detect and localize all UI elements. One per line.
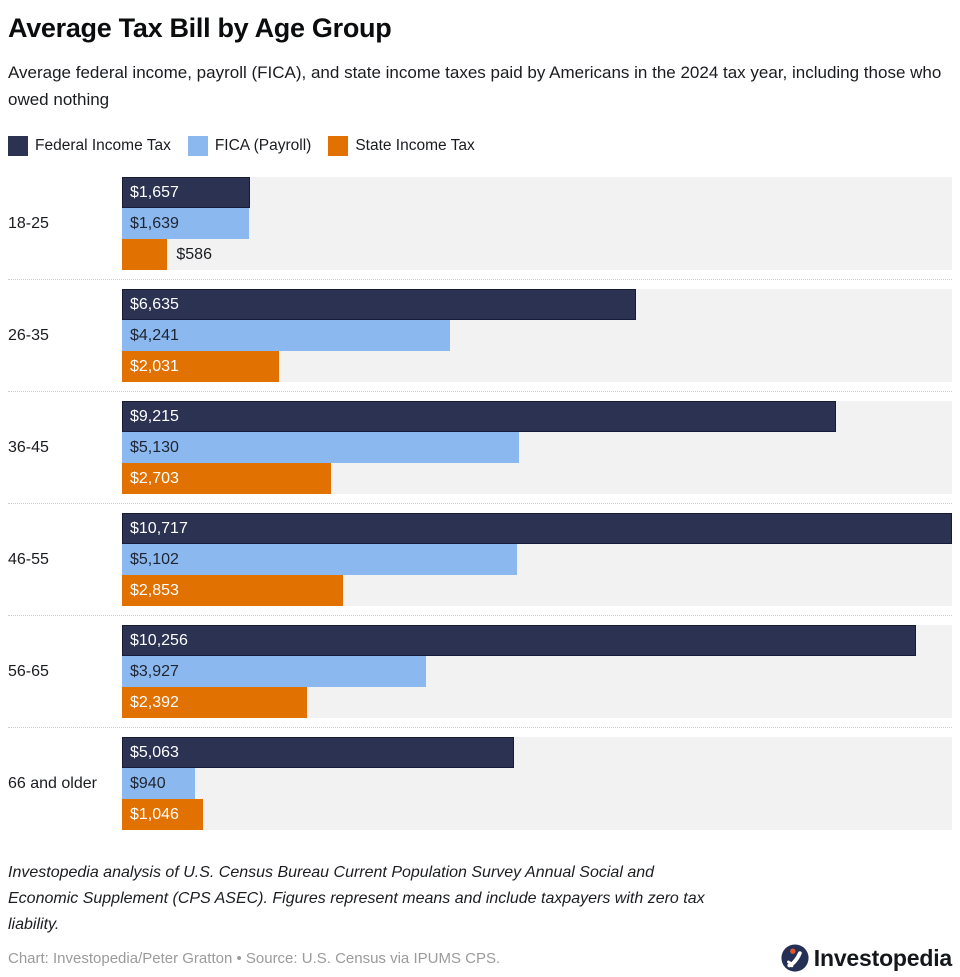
investopedia-logo-text: Investopedia xyxy=(813,944,952,971)
bar-fica-payroll[interactable]: $940 xyxy=(122,768,195,799)
bar-group: $10,717 $5,102 $2,853 xyxy=(122,513,952,606)
bar-fica-payroll[interactable]: $5,130 xyxy=(122,432,520,463)
age-group-label: 46-55 xyxy=(8,550,49,568)
bar-value-label: $2,392 xyxy=(130,693,179,711)
bar-federal-income-tax[interactable]: $10,717 xyxy=(122,513,952,544)
legend-item-federal: Federal Income Tax xyxy=(8,136,171,156)
bar-track: $4,241 xyxy=(122,320,952,351)
bar-state-income-tax[interactable]: $586 xyxy=(122,239,212,270)
bar-group: $1,657 $1,639 $586 xyxy=(122,177,952,270)
bar-value-label: $5,130 xyxy=(130,438,179,456)
bar-federal-income-tax[interactable]: $9,215 xyxy=(122,401,836,432)
age-group-label: 56-65 xyxy=(8,662,49,680)
bar-track: $5,102 xyxy=(122,544,952,575)
investopedia-logo-icon xyxy=(781,944,809,972)
bar-track: $1,639 xyxy=(122,208,952,239)
age-group-label: 36-45 xyxy=(8,438,49,456)
bar-fica-payroll[interactable]: $4,241 xyxy=(122,320,451,351)
chart-subtitle: Average federal income, payroll (FICA), … xyxy=(8,63,942,109)
footer-row: Chart: Investopedia/Peter Gratton • Sour… xyxy=(8,944,952,972)
legend: Federal Income Tax FICA (Payroll) State … xyxy=(8,136,952,156)
bar-track: $10,717 xyxy=(122,513,952,544)
age-group-row: 36-45 $9,215 $5,130 $2,703 xyxy=(8,401,952,504)
bar-federal-income-tax[interactable]: $1,657 xyxy=(122,177,251,208)
bar-track: $586 xyxy=(122,239,952,270)
legend-item-state: State Income Tax xyxy=(328,136,475,156)
legend-item-fica: FICA (Payroll) xyxy=(187,136,312,156)
bar-value-label: $10,256 xyxy=(130,631,188,649)
bar-federal-income-tax[interactable]: $6,635 xyxy=(122,289,636,320)
bar-value-label: $1,639 xyxy=(130,214,179,232)
bar-value-label: $10,717 xyxy=(130,519,188,537)
bar-track: $9,215 xyxy=(122,401,952,432)
bar-value-label: $5,102 xyxy=(130,550,179,568)
bar-group: $9,215 $5,130 $2,703 xyxy=(122,401,952,494)
bar-value-label: $2,853 xyxy=(130,581,179,599)
bar-value-label: $4,241 xyxy=(130,326,179,344)
age-group-label: 66 and older xyxy=(8,774,97,792)
age-group-row: 18-25 $1,657 $1,639 $586 xyxy=(8,177,952,280)
legend-swatch-fica-icon xyxy=(187,136,208,156)
age-group-row: 56-65 $10,256 $3,927 $2,392 xyxy=(8,625,952,728)
bar-state-income-tax[interactable]: $2,853 xyxy=(122,575,343,606)
bar-track: $2,853 xyxy=(122,575,952,606)
page-title: Average Tax Bill by Age Group xyxy=(8,13,392,43)
bar-track: $5,063 xyxy=(122,737,952,768)
bar-value-label: $2,031 xyxy=(130,357,179,375)
bar-state-income-tax[interactable]: $2,703 xyxy=(122,463,332,494)
age-group-label: 18-25 xyxy=(8,214,49,232)
bar-value-label: $1,657 xyxy=(130,183,179,201)
bar-group: $6,635 $4,241 $2,031 xyxy=(122,289,952,382)
bar-track: $940 xyxy=(122,768,952,799)
bar-value-label: $586 xyxy=(176,245,212,263)
bar-fica-payroll[interactable]: $3,927 xyxy=(122,656,427,687)
bar-track: $6,635 xyxy=(122,289,952,320)
legend-label: State Income Tax xyxy=(355,137,475,154)
bar-track: $3,927 xyxy=(122,656,952,687)
bar-track: $2,703 xyxy=(122,463,952,494)
legend-swatch-federal-icon xyxy=(8,136,28,156)
bar-value-label: $2,703 xyxy=(130,469,179,487)
bar-value-label: $6,635 xyxy=(130,295,179,313)
bar-chart: 18-25 $1,657 $1,639 $586 26-35 $6,635 $4,241 $2… xyxy=(8,177,952,830)
legend-swatch-state-icon xyxy=(328,136,349,156)
bar-track: $1,046 xyxy=(122,799,952,830)
legend-label: FICA (Payroll) xyxy=(214,137,312,154)
bar-track: $2,031 xyxy=(122,351,952,382)
bar-value-label: $940 xyxy=(130,774,166,792)
age-group-row: 46-55 $10,717 $5,102 $2,853 xyxy=(8,513,952,616)
bar-state-income-tax[interactable]: $2,392 xyxy=(122,687,308,718)
bar-track: $10,256 xyxy=(122,625,952,656)
legend-label: Federal Income Tax xyxy=(35,137,171,154)
bar-state-income-tax[interactable]: $2,031 xyxy=(122,351,280,382)
footnote: Investopedia analysis of U.S. Census Bur… xyxy=(8,864,705,933)
bar-track: $2,392 xyxy=(122,687,952,718)
age-group-label: 26-35 xyxy=(8,326,49,344)
age-group-row: 26-35 $6,635 $4,241 $2,031 xyxy=(8,289,952,392)
bar-group: $10,256 $3,927 $2,392 xyxy=(122,625,952,718)
bar-value-label: $5,063 xyxy=(130,743,179,761)
investopedia-logo[interactable]: Investopedia xyxy=(781,944,952,972)
bar-value-label: $1,046 xyxy=(130,805,179,823)
bar-fica-payroll[interactable]: $5,102 xyxy=(122,544,518,575)
age-group-row: 66 and older $5,063 $940 $1,046 xyxy=(8,737,952,830)
bar-value-label: $9,215 xyxy=(130,407,179,425)
bar-track: $1,657 xyxy=(122,177,952,208)
bar-value-label: $3,927 xyxy=(130,662,179,680)
bar-federal-income-tax[interactable]: $10,256 xyxy=(122,625,917,656)
bar-state-income-tax[interactable]: $1,046 xyxy=(122,799,203,830)
bar-group: $5,063 $940 $1,046 xyxy=(122,737,952,830)
bar-federal-income-tax[interactable]: $5,063 xyxy=(122,737,515,768)
bar-fica-payroll[interactable]: $1,639 xyxy=(122,208,249,239)
credit-line: Chart: Investopedia/Peter Gratton • Sour… xyxy=(8,949,501,967)
bar-track: $5,130 xyxy=(122,432,952,463)
